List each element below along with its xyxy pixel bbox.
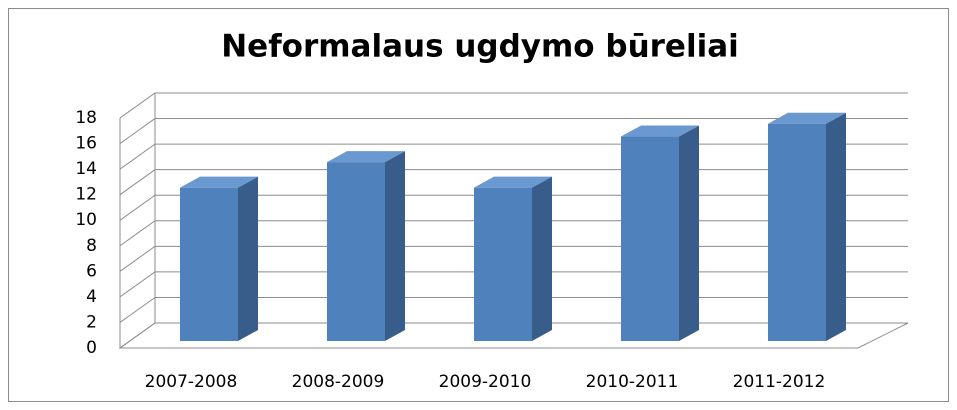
x-tick-label: 2009-2010 bbox=[439, 372, 532, 392]
bar-side bbox=[238, 176, 258, 341]
y-tick-label: 14 bbox=[75, 159, 97, 179]
y-tick-label: 2 bbox=[86, 312, 97, 332]
y-tick-label: 0 bbox=[86, 338, 97, 358]
y-tick-label: 12 bbox=[75, 185, 97, 205]
bar-side bbox=[826, 112, 846, 342]
bar bbox=[180, 187, 238, 341]
x-tick-label: 2008-2009 bbox=[292, 372, 385, 392]
bar-top bbox=[474, 176, 552, 188]
y-tick-label: 6 bbox=[86, 261, 97, 281]
bar-top bbox=[621, 125, 699, 137]
chart-title: Neformalaus ugdymo būreliai bbox=[221, 29, 739, 65]
y-tick-label: 16 bbox=[75, 134, 97, 154]
y-tick-label: 10 bbox=[75, 210, 97, 230]
bar-side bbox=[679, 125, 699, 341]
bar-side bbox=[532, 176, 552, 341]
x-tick-label: 2011-2012 bbox=[733, 372, 826, 392]
bar-top bbox=[180, 176, 258, 188]
bar-top bbox=[327, 151, 405, 163]
bar bbox=[327, 162, 385, 341]
y-tick-label: 4 bbox=[86, 287, 97, 307]
y-tick-label: 8 bbox=[86, 236, 97, 256]
bar bbox=[621, 136, 679, 341]
bar bbox=[768, 123, 826, 342]
x-tick-label: 2010-2011 bbox=[586, 372, 679, 392]
x-tick-label: 2007-2008 bbox=[145, 372, 238, 392]
bar-top bbox=[768, 112, 846, 124]
bar bbox=[474, 187, 532, 341]
y-tick-label: 18 bbox=[75, 108, 97, 128]
bar-side bbox=[385, 151, 405, 341]
